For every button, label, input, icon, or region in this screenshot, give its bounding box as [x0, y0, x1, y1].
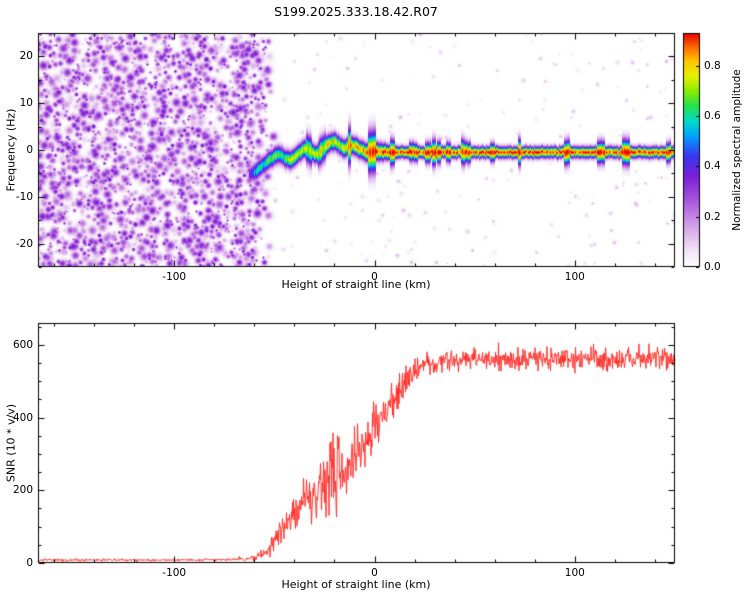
tick-label: 20: [19, 50, 33, 63]
tick-label: 0.0: [704, 261, 721, 273]
tick-label: -100: [162, 271, 187, 283]
tick-label: 0: [371, 271, 378, 283]
tick-label: 100: [564, 271, 585, 283]
tick-label: 0.2: [704, 210, 721, 223]
tick-label: -10: [15, 190, 33, 203]
tick-label: 0.8: [704, 59, 721, 72]
tick-label: 0.4: [704, 160, 721, 173]
tick-label: 0: [371, 567, 378, 579]
tick-label: 100: [564, 567, 585, 579]
bottom-x-axis-label: Height of straight line (km): [281, 578, 431, 591]
tick-label: 200: [12, 484, 33, 497]
tick-label: 0: [26, 557, 33, 569]
top-y-axis-label: Frequency (Hz): [4, 108, 18, 192]
tick-label: 10: [19, 97, 33, 110]
tick-label: -100: [162, 567, 187, 579]
top-x-axis-label: Height of straight line (km): [281, 278, 431, 291]
tick-label: 600: [12, 338, 33, 351]
tick-label: 0: [26, 144, 33, 156]
tick-label: 0.6: [704, 110, 721, 123]
chart-title: S199.2025.333.18.42.R07: [274, 4, 438, 19]
tick-label: -20: [15, 237, 33, 250]
colorbar-label: Normalized spectral amplitude: [731, 69, 743, 231]
tick-label: 400: [12, 411, 33, 424]
